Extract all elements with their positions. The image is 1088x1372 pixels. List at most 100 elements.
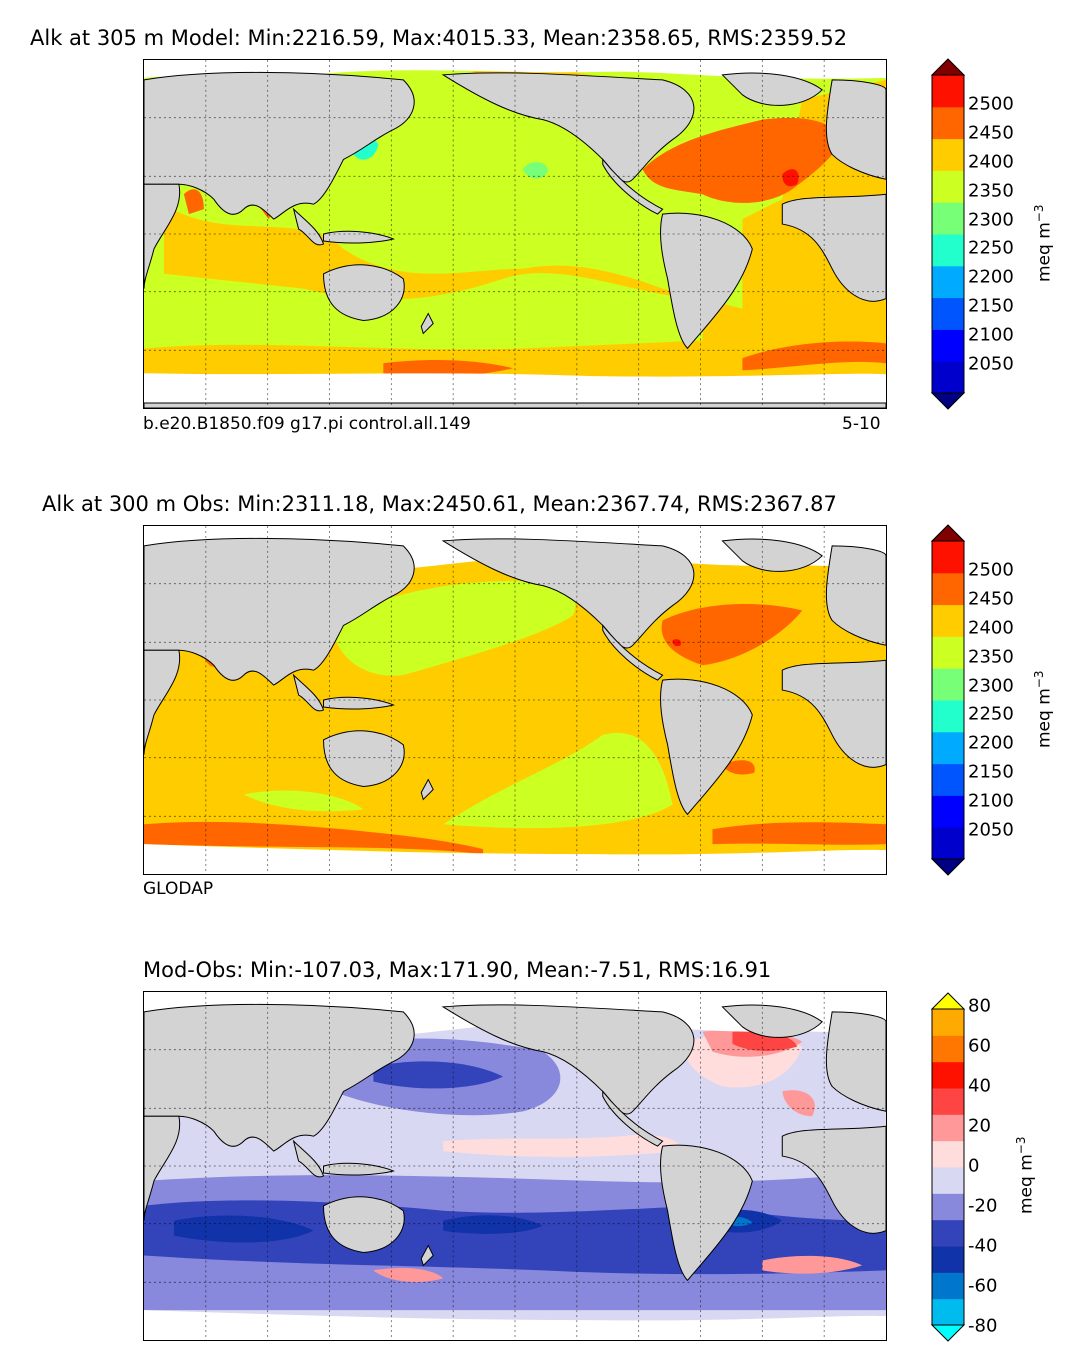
panel2-colorbar-tick-label: 2100 — [968, 790, 1014, 812]
panel1-land-africa — [144, 183, 181, 289]
panel2-land — [144, 537, 886, 816]
panel2-colorbar-segment — [932, 700, 964, 733]
panel2-title: Alk at 300 m Obs: Min:2311.18, Max:2450.… — [42, 492, 837, 516]
panel1-colorbar-segment — [932, 297, 964, 330]
panel1-colorbar-tick-label: 2300 — [968, 209, 1014, 231]
panel1-colorbar — [930, 58, 966, 410]
panel1-land-seasia — [292, 207, 325, 246]
panel2-land-samerica — [660, 678, 753, 816]
panel2-colorbar-frame — [931, 540, 965, 860]
panel3-region-pos20-so1 — [373, 1268, 444, 1283]
panel3-region-neg60-so2 — [443, 1215, 543, 1234]
panel3-colorbar-frame — [931, 1008, 965, 1326]
panel3-land-samerica — [660, 1144, 753, 1282]
panel2-land-australia — [323, 730, 405, 788]
panel3-land-greenland — [721, 1004, 823, 1038]
panel3-colorbar-segment — [932, 1009, 964, 1036]
panel2-land-greenland — [721, 538, 823, 572]
panel3-title: Mod-Obs: Min:-107.03, Max:171.90, Mean:-… — [143, 958, 772, 982]
panel3-colorbar-segment — [932, 1114, 964, 1142]
panel1-land-indonesia — [323, 230, 395, 244]
panel1-region-2250-npac — [522, 162, 548, 179]
panel3-region-neg40-npac — [373, 1061, 504, 1089]
panel2-colorbar-segment — [932, 541, 964, 574]
panel2-region-2300-io — [243, 790, 364, 812]
panel3-land-europe — [825, 1011, 886, 1112]
panel1-colorbar-segment — [932, 361, 964, 394]
panel1-colorbar-tick-label: 2050 — [968, 353, 1014, 375]
panel1-colorbar-segment — [932, 170, 964, 203]
panel2-ice-south — [144, 844, 886, 874]
panel3-colorbar-segment — [932, 1246, 964, 1273]
panel1-region-2350-south — [144, 328, 886, 379]
panel2-colorbar-segment — [932, 636, 964, 669]
panel1-colorbar-segment — [932, 202, 964, 235]
panel2-land-central-america — [602, 624, 664, 681]
panel3-map — [143, 991, 887, 1341]
panel2-region-2450-florida — [672, 639, 682, 647]
panel3-colorbar-unit: meq m−3 — [1014, 1136, 1037, 1214]
panel3-land-namerica — [441, 1004, 695, 1115]
panel1-colorbar-tick-label: 2400 — [968, 151, 1014, 173]
panel2-land-seasia — [292, 673, 325, 712]
panel2-land-newzealand — [420, 778, 434, 801]
panel2-land-africa — [144, 649, 181, 755]
panel1-colorbar-segment — [932, 106, 964, 140]
panel1-gridlines — [144, 60, 886, 408]
panel2-region-2400-so1 — [144, 821, 484, 855]
panel3-region-pos20-watl — [782, 1090, 815, 1117]
panel1-land-samerica — [660, 212, 753, 350]
panel3-colorbar-segment — [932, 1035, 964, 1063]
panel3-colorbar-segment — [932, 1272, 964, 1300]
panel1-colorbar-segment — [932, 329, 964, 362]
panel3-colorbar-segment — [932, 1061, 964, 1089]
panel3-colorbar — [930, 992, 966, 1342]
panel2-colorbar-arrow-bottom — [930, 858, 966, 876]
panel1-land-eurasia — [144, 71, 415, 220]
panel2-land-eurasia — [144, 537, 415, 686]
panel2-colorbar-tick-label: 2350 — [968, 646, 1014, 668]
panel2-colorbar-tick-label: 2450 — [968, 588, 1014, 610]
panel1-colorbar-unit: meq m−3 — [1032, 204, 1055, 282]
panel1-land-greenland — [721, 72, 823, 106]
panel2-colorbar-segment — [932, 731, 964, 765]
panel3-land-newzealand — [420, 1244, 434, 1267]
panel3-colorbar-tick-label: -20 — [968, 1195, 998, 1217]
panel3-region-pos0-tropical — [443, 1134, 683, 1157]
panel2-colorbar-segment — [932, 668, 964, 701]
panel2-colorbar-segment — [932, 572, 964, 606]
panel3-colorbar-segment — [932, 1193, 964, 1221]
panel2-colorbar-tick-label: 2500 — [968, 559, 1014, 581]
panel3-land-central-america — [602, 1090, 664, 1147]
panel1-colorbar-arrow-bottom — [930, 392, 966, 410]
panel1-colorbar-arrow-top — [930, 58, 966, 76]
panel1-footnote-right: 5-10 — [842, 414, 881, 434]
panel3-colorbar-segment — [932, 1219, 964, 1247]
panel3-colorbar-tick-label: 40 — [968, 1075, 991, 1097]
panel1-region-2400-so1 — [383, 359, 514, 377]
panel2-colorbar-tick-label: 2400 — [968, 617, 1014, 639]
panel2-footnote-left: GLODAP — [143, 879, 214, 899]
panel1-colorbar-tick-label: 2100 — [968, 324, 1014, 346]
panel3-colorbar-arrow-top — [930, 992, 966, 1010]
panel1-colorbar-tick-label: 2200 — [968, 266, 1014, 288]
panel3-land-australia — [323, 1196, 405, 1254]
panel1-land-newzealand — [420, 312, 434, 335]
panel1-colorbar-tick-label: 2450 — [968, 122, 1014, 144]
panel3-region-pos20-so2 — [762, 1255, 863, 1274]
panel1-title: Alk at 305 m Model: Min:2216.59, Max:401… — [30, 26, 848, 50]
panel1-land-central-america — [602, 158, 664, 215]
panel1-footnote-left: b.e20.B1850.f09 g17.pi control.all.149 — [143, 414, 471, 434]
panel2-colorbar-tick-label: 2300 — [968, 675, 1014, 697]
panel2-colorbar-segment — [932, 604, 964, 637]
panel3-land-indonesia — [323, 1162, 395, 1176]
panel2-land-namerica — [441, 538, 695, 649]
panel2-gridlines — [144, 526, 886, 874]
panel1-land-africa-east — [781, 193, 886, 302]
panel1-map — [143, 59, 887, 409]
panel2-land-indonesia — [323, 696, 395, 710]
panel1-colorbar-frame — [931, 74, 965, 394]
panel1-colorbar-tick-label: 2250 — [968, 237, 1014, 259]
panel3-ice-south — [144, 1310, 886, 1340]
panel3-land — [144, 1003, 886, 1282]
